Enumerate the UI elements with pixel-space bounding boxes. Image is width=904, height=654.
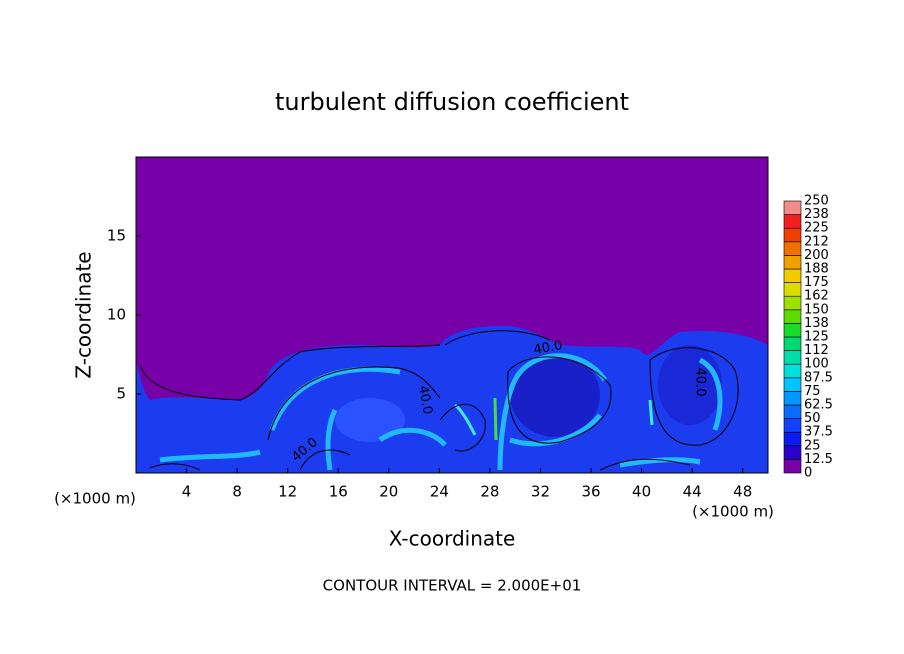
colorbar-tick-label: 188 (804, 262, 829, 277)
colorbar-box (783, 336, 802, 351)
colorbar-box (783, 255, 802, 270)
colorbar-box (783, 241, 802, 256)
colorbar-tick-label: 100 (804, 357, 829, 372)
colorbar-box (783, 227, 802, 243)
colorbar-tick-label: 125 (804, 330, 829, 345)
colorbar-tick-label: 62.5 (804, 398, 833, 413)
x-tick-label: 28 (480, 483, 499, 501)
colorbar-box (783, 295, 802, 311)
colorbar-tick-label: 238 (804, 207, 829, 222)
colorbar-tick-label: 150 (804, 302, 829, 317)
colorbar-box (783, 309, 802, 324)
colorbar-tick-label: 138 (804, 316, 829, 331)
chart-title: turbulent diffusion coefficient (275, 88, 629, 116)
x-unit-label: (×1000 m) (692, 503, 774, 521)
x-tick-label: 36 (581, 483, 600, 501)
field-region (136, 325, 768, 473)
colorbar-tick-label: 112 (804, 343, 829, 358)
x-tick-label: 20 (379, 483, 398, 501)
colorbar-tick-label: 37.5 (804, 425, 833, 440)
contour-lines (139, 330, 739, 471)
colorbar-tick-label: 212 (804, 234, 829, 249)
colorbar-tick-label: 225 (804, 221, 829, 236)
colorbar-tick-label: 162 (804, 289, 829, 304)
x-tick-label: 12 (278, 483, 297, 501)
colorbar-box (783, 431, 802, 447)
y-tick-label: 5 (116, 385, 126, 403)
colorbar-tick-label: 0 (804, 466, 812, 481)
field-streaks (159, 353, 723, 471)
contour-label: 40.0 (532, 338, 563, 358)
footer-note: CONTOUR INTERVAL = 2.000E+01 (323, 577, 582, 595)
colorbar-box (783, 459, 802, 474)
y-axis-title: Z-coordinate (72, 251, 96, 378)
colorbar-tick-label: 25 (804, 438, 821, 453)
x-tick-label: 16 (329, 483, 348, 501)
y-tick-label: 10 (107, 306, 126, 324)
field-region (335, 398, 405, 442)
colorbar-box (783, 418, 802, 433)
x-tick-label: 44 (683, 483, 702, 501)
colorbar-box (783, 404, 802, 419)
colorbar-box (783, 363, 802, 379)
colorbar-box (783, 268, 802, 283)
colorbar-tick-label: 12.5 (804, 452, 833, 467)
colorbar-tick-label: 50 (804, 411, 821, 426)
x-unit-label: (×1000 m) (54, 490, 136, 508)
contour-label: 40.0 (693, 368, 708, 397)
colorbar-box (783, 323, 802, 338)
field-streaks (493, 397, 498, 441)
colorbar-box (783, 200, 802, 215)
colorbar-box (783, 445, 802, 460)
colorbar-box (783, 350, 802, 365)
y-tick-label: 15 (107, 227, 126, 245)
colorbar-box (783, 391, 802, 406)
contour-label: 40.0 (415, 384, 435, 415)
colorbar-tick-label: 87.5 (804, 370, 833, 385)
field-region (510, 353, 600, 437)
colorbar-tick-label: 250 (804, 194, 829, 209)
x-tick-label: 4 (182, 483, 192, 501)
x-axis-title: X-coordinate (389, 527, 516, 551)
field-region (658, 345, 722, 425)
field (136, 157, 768, 473)
colorbar-tick-label: 175 (804, 275, 829, 290)
colorbar-box (783, 214, 802, 229)
x-tick-label: 32 (531, 483, 550, 501)
colorbar-tick-label: 200 (804, 248, 829, 263)
x-tick-label: 24 (430, 483, 449, 501)
colorbar-tick-label: 75 (804, 384, 821, 399)
x-tick-label: 40 (632, 483, 651, 501)
colorbar-box (783, 377, 802, 392)
colorbar-box (783, 282, 802, 297)
x-tick-label: 48 (733, 483, 752, 501)
x-tick-label: 8 (232, 483, 242, 501)
field-streaks (454, 399, 654, 436)
